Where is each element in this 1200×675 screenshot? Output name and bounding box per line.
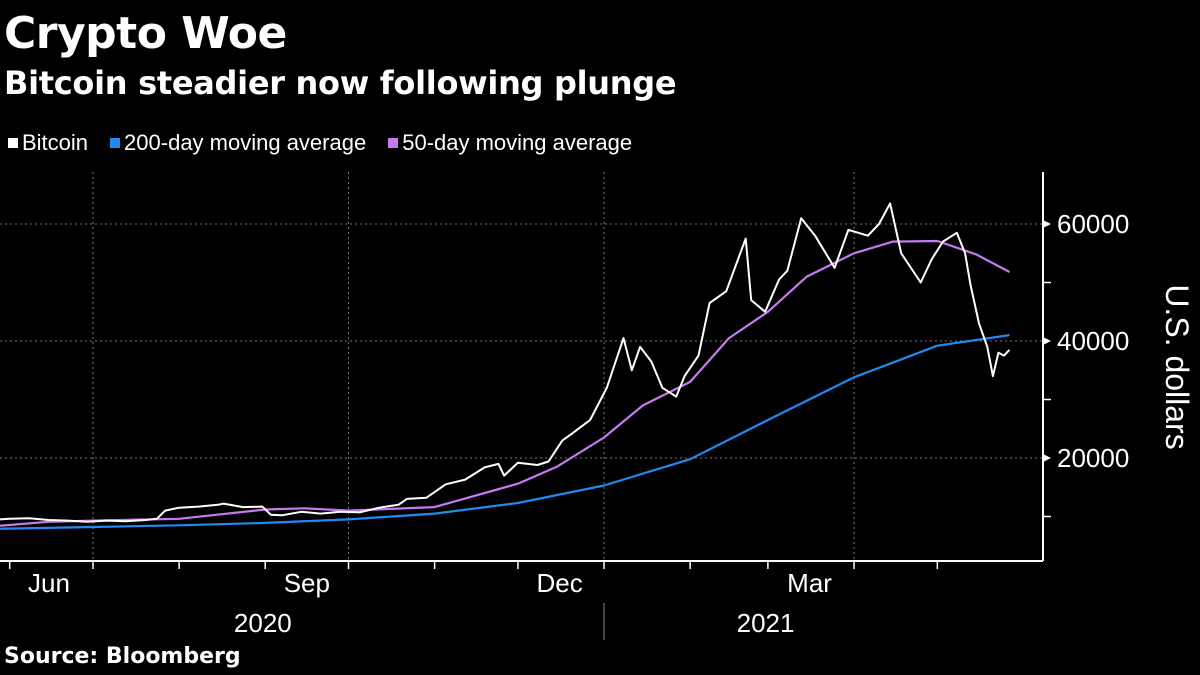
legend-label-bitcoin: Bitcoin (22, 130, 89, 155)
x-year-label: 2020 (234, 608, 292, 638)
y-axis-title: U.S. dollars (1159, 284, 1195, 449)
legend-item-bitcoin: Bitcoin (8, 130, 88, 156)
x-month-label: Sep (284, 568, 330, 598)
legend: Bitcoin 200-day moving average 50-day mo… (8, 130, 632, 156)
series-line-50-day-moving-average (0, 239, 1011, 527)
tick-labels: 20000 40000 60000 U.S. dollars Jun Sep Dec Mar 2… (28, 209, 1195, 638)
series-lines (0, 202, 1011, 530)
series-line-200-day-moving-average (0, 334, 1010, 530)
legend-swatch-200-day-ma (110, 138, 121, 148)
y-tick (1043, 454, 1051, 462)
y-tick (1043, 337, 1051, 345)
y-tick-label: 60000 (1057, 209, 1129, 239)
chart-subtitle: Bitcoin steadier now following plunge (4, 64, 677, 102)
y-tick-label: 20000 (1057, 443, 1129, 473)
x-month-label: Jun (28, 568, 70, 598)
x-year-label: 2021 (737, 608, 795, 638)
x-month-label: Dec (536, 568, 582, 598)
y-tick-label: 40000 (1057, 326, 1129, 356)
legend-item-200-day-ma: 200-day moving average (110, 130, 366, 156)
chart-title: Crypto Woe (4, 8, 287, 59)
series-line-bitcoin (0, 202, 1011, 523)
legend-swatch-50-day-ma (388, 138, 399, 148)
y-tick (1043, 220, 1051, 228)
legend-label-200-day-ma: 200-day moving average (124, 130, 367, 155)
axes (0, 172, 1051, 640)
source-note: Source: Bloomberg (4, 644, 241, 669)
x-month-label: Mar (787, 568, 832, 598)
legend-item-50-day-ma: 50-day moving average (388, 130, 632, 156)
gridlines (0, 172, 1043, 561)
legend-swatch-bitcoin (8, 138, 18, 148)
legend-label-50-day-ma: 50-day moving average (402, 130, 633, 155)
